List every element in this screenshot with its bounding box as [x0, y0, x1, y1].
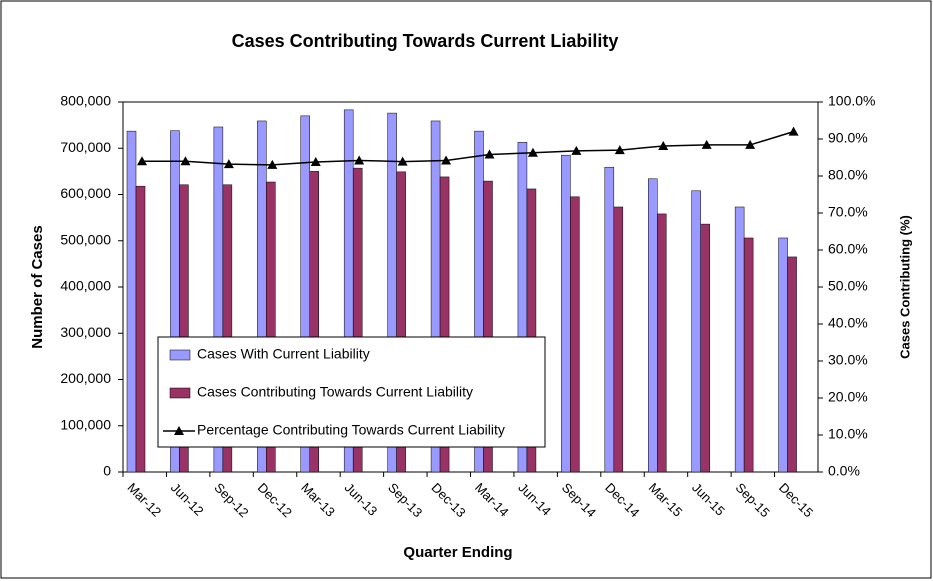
chart-title: Cases Contributing Towards Current Liabi… [232, 31, 619, 51]
y2-tick-label: 10.0% [828, 426, 868, 442]
legend-label: Cases Contributing Towards Current Liabi… [197, 384, 473, 400]
bar [352, 167, 363, 473]
bar [734, 206, 745, 473]
bar [691, 190, 701, 473]
line-marker [701, 139, 712, 149]
line-marker [658, 141, 669, 151]
bar [396, 171, 406, 473]
y-tick-label: 300,000 [60, 324, 111, 340]
line-marker [137, 156, 147, 166]
bar [561, 154, 571, 473]
x-axis-title: Quarter Ending [403, 544, 512, 561]
y2-tick-label: 100.0% [828, 93, 875, 109]
y2-tick-label: 70.0% [828, 204, 868, 220]
line-marker [484, 149, 495, 159]
y2-tick-label: 60.0% [828, 241, 868, 257]
y-tick-label: 700,000 [60, 139, 111, 155]
bar [648, 178, 658, 473]
y-tick-label: 100,000 [60, 416, 111, 432]
bar [222, 184, 233, 473]
bar [266, 181, 276, 473]
y2-tick-label: 50.0% [828, 278, 868, 294]
y2-tick-label: 80.0% [828, 167, 868, 183]
bar [526, 188, 537, 473]
y-tick-label: 600,000 [60, 185, 111, 201]
y-tick-label: 400,000 [60, 278, 111, 294]
y2-tick-label: 90.0% [828, 130, 868, 146]
bar [179, 184, 189, 473]
y2-tick-label: 0.0% [828, 463, 860, 479]
legend-swatch [169, 349, 191, 361]
y-axis-title: Number of Cases [29, 225, 46, 348]
line-marker [310, 156, 321, 166]
y-tick-label: 500,000 [60, 231, 111, 247]
bar [126, 130, 137, 473]
line [142, 130, 794, 166]
bar [483, 180, 493, 473]
legend-swatch [169, 387, 191, 399]
line-marker [397, 156, 408, 166]
legend-label: Percentage Contributing Towards Current … [197, 422, 505, 438]
y2-tick-label: 40.0% [828, 315, 868, 331]
y2-tick-label: 20.0% [828, 389, 868, 405]
line-marker [614, 145, 625, 155]
line-marker [267, 159, 278, 169]
line-marker [527, 147, 538, 157]
legend-label: Cases With Current Liability [197, 346, 370, 362]
line-marker [745, 139, 756, 149]
bar [570, 196, 580, 473]
legend-marker [174, 426, 184, 435]
y-tick-label: 0 [103, 463, 111, 479]
y-tick-label: 200,000 [60, 370, 111, 386]
bar [787, 256, 797, 473]
bar [700, 223, 710, 473]
line-marker [571, 145, 582, 155]
line-marker [788, 126, 799, 136]
bar [657, 213, 667, 473]
bar [604, 166, 615, 473]
y-tick-label: 800,000 [60, 93, 111, 109]
line-marker [441, 155, 452, 165]
bar [135, 185, 146, 473]
y2-axis-title: Cases Contributing (%) [897, 215, 912, 359]
legend [157, 336, 546, 448]
line-marker [354, 155, 365, 165]
bar [439, 176, 450, 473]
bar [309, 171, 319, 473]
bar [778, 237, 788, 473]
bar [613, 206, 624, 473]
bar [743, 237, 754, 473]
line-marker [180, 156, 191, 166]
line-marker [223, 159, 234, 169]
y2-tick-label: 30.0% [828, 352, 868, 368]
